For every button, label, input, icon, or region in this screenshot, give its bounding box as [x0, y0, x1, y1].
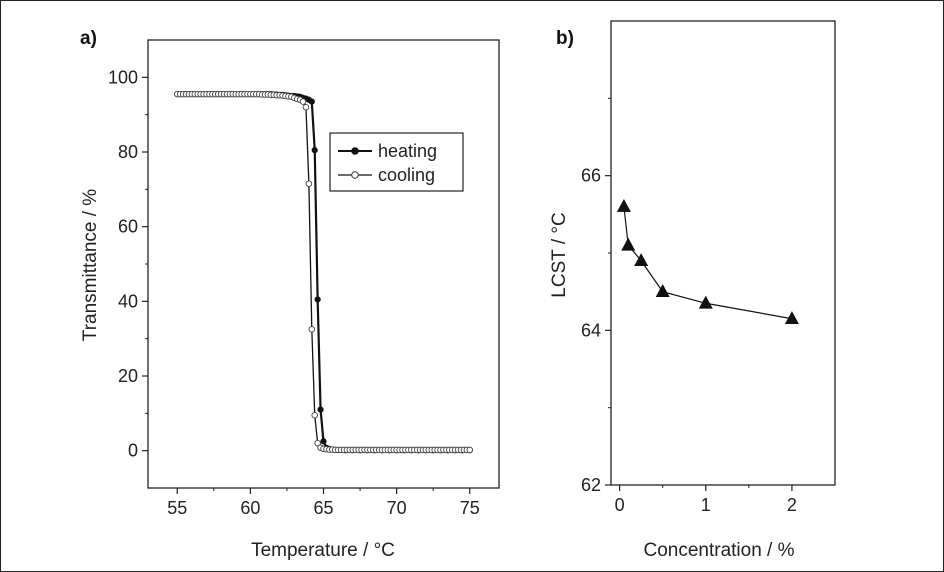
panel-a-y-tick-label: 100 [108, 67, 138, 87]
panel-a-cooling-point [311, 411, 318, 419]
panel-b-y-tick-label: 66 [581, 166, 601, 186]
panel-a-heating-point [317, 406, 324, 413]
panel-b: b) 0 1 2 62 64 66 Concentration / % LCST / °… [549, 20, 836, 561]
panel-a-label: a) [80, 28, 97, 49]
panel-a-x-tick-label: 60 [240, 498, 260, 518]
panel-b-series-1-point [698, 295, 713, 309]
panel-a-x-axis-label: Temperature / °C [251, 540, 395, 561]
panel-a-x-tick-label: 55 [167, 498, 187, 518]
panel-a-y-tick-label: 40 [118, 291, 138, 311]
panel-a-x-tick-label: 70 [387, 498, 407, 518]
panel-b-y-axis-label: LCST / °C [549, 212, 570, 297]
panel-b-x-tick-label: 2 [787, 495, 797, 515]
panel-b-axes-frame [610, 20, 836, 486]
legend-heating-label: heating [378, 141, 437, 161]
legend-cooling-label: cooling [378, 165, 435, 185]
panel-a-heating-point [311, 147, 318, 154]
panel-a-heating-point [308, 98, 315, 105]
legend-box [329, 132, 464, 192]
panel-a-y-axis-label: Transmittance / % [80, 189, 101, 342]
panel-a-x-tick-label: 65 [313, 498, 333, 518]
panel-a-y-ticks: 0 20 40 60 80 100 [108, 67, 148, 461]
legend-heating-marker [351, 147, 359, 155]
panel-b-series-1-point [616, 198, 631, 212]
panel-a-cooling-point [299, 98, 307, 105]
panel-a-cooling-point [305, 180, 313, 187]
panel-a-y-tick-label: 60 [118, 217, 138, 237]
panel-a-cooling-point [302, 103, 310, 111]
panel-a-y-tick-label: 20 [118, 366, 138, 386]
panel-b-label: b) [556, 28, 574, 49]
panel-b-series-1-point [634, 253, 649, 267]
panel-b-y-tick-label: 64 [581, 320, 601, 340]
panel-b-series-1-point [621, 237, 636, 251]
panel-a-heating-point [320, 438, 327, 445]
panel-b-data-points [616, 198, 799, 325]
panel-a-y-tick-label: 80 [118, 142, 138, 162]
panel-a-cooling-point [466, 446, 474, 454]
panel-a-y-tick-label: 0 [128, 441, 138, 461]
panel-b-x-tick-label: 1 [701, 495, 711, 515]
panel-a-heating-point [314, 296, 321, 303]
panel-b-y-ticks: 62 64 66 [581, 97, 611, 495]
panel-a-cooling-point [308, 326, 316, 333]
legend-cooling-marker [351, 171, 359, 179]
panel-b-series-1-point [784, 311, 799, 325]
panel-b-x-axis-label: Concentration / % [643, 540, 794, 561]
panel-a-legend: heating cooling [329, 132, 464, 192]
panel-a-axes-frame [147, 39, 500, 489]
panel-b-series-1-line [623, 206, 793, 320]
panel-a-x-ticks: 55 60 65 70 75 [167, 488, 480, 518]
panel-b-y-tick-label: 62 [581, 475, 601, 495]
panel-a: a) 55 60 65 70 75 0 20 40 60 80 100 Temperature /… [80, 28, 500, 561]
panel-b-x-ticks: 0 1 2 [615, 485, 797, 515]
panel-a-data-points [173, 90, 474, 454]
panel-a-cooling-point [314, 439, 321, 447]
panel-b-series-1-point [655, 284, 670, 297]
panel-b-series-lines [623, 206, 793, 320]
panel-b-x-tick-label: 0 [615, 495, 625, 515]
panel-a-x-tick-label: 75 [460, 498, 480, 518]
